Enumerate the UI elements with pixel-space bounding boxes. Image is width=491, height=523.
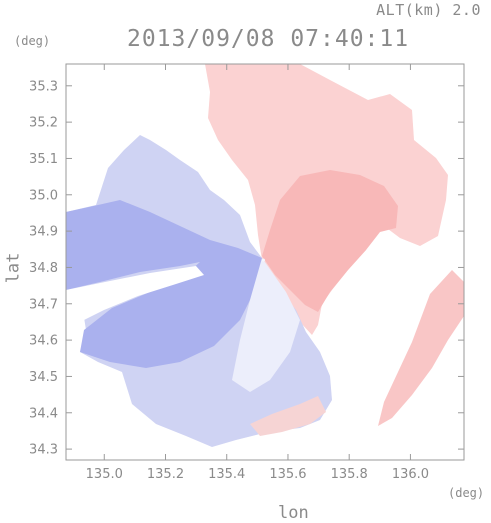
echo-neutral-band	[232, 258, 300, 392]
lat-unit-label: (deg)	[14, 34, 51, 48]
y-tick-label: 35.2	[29, 116, 58, 131]
y-tick-label: 34.5	[29, 370, 58, 385]
y-tick-label: 34.9	[29, 225, 58, 240]
radar-echo-layer	[66, 64, 464, 447]
y-tick-label: 35.0	[29, 188, 58, 203]
echo-approach-core	[66, 200, 262, 368]
echo-recede-core	[262, 170, 398, 312]
x-tick-label: 135.4	[208, 467, 245, 482]
y-tick-label: 34.6	[29, 334, 58, 349]
x-tick-label: 135.8	[331, 467, 368, 482]
y-tick-label: 34.7	[29, 297, 58, 312]
echo-clear-wedge	[66, 266, 204, 326]
altitude-label: ALT(km) 2.0	[376, 1, 481, 19]
y-tick-label: 34.8	[29, 261, 58, 276]
echo-recede-east	[378, 270, 464, 426]
x-axis-label: lon	[278, 503, 309, 523]
radar-center-marker	[261, 258, 265, 262]
plot-frame	[65, 63, 465, 461]
x-tick-label: 135.2	[147, 467, 184, 482]
y-tick-label: 34.3	[29, 443, 58, 458]
scan-datetime: 2013/09/08 07:40:11	[127, 26, 410, 52]
y-tick-label: 35.1	[29, 152, 58, 167]
lon-unit-label: (deg)	[448, 486, 485, 500]
y-axis-ticks: 34.3 34.4 34.5 34.6 34.7 34.8 34.9 35.0 35.1 35.2…	[29, 79, 464, 458]
echo-recede-south	[250, 396, 326, 436]
x-tick-label: 136.0	[392, 467, 429, 482]
x-axis-ticks: 135.0 135.2 135.4 135.6 135.8 136.0	[86, 64, 429, 482]
x-tick-label: 135.0	[86, 467, 123, 482]
x-tick-label: 135.6	[269, 467, 306, 482]
y-tick-label: 35.3	[29, 79, 58, 94]
y-tick-label: 34.4	[29, 406, 58, 421]
